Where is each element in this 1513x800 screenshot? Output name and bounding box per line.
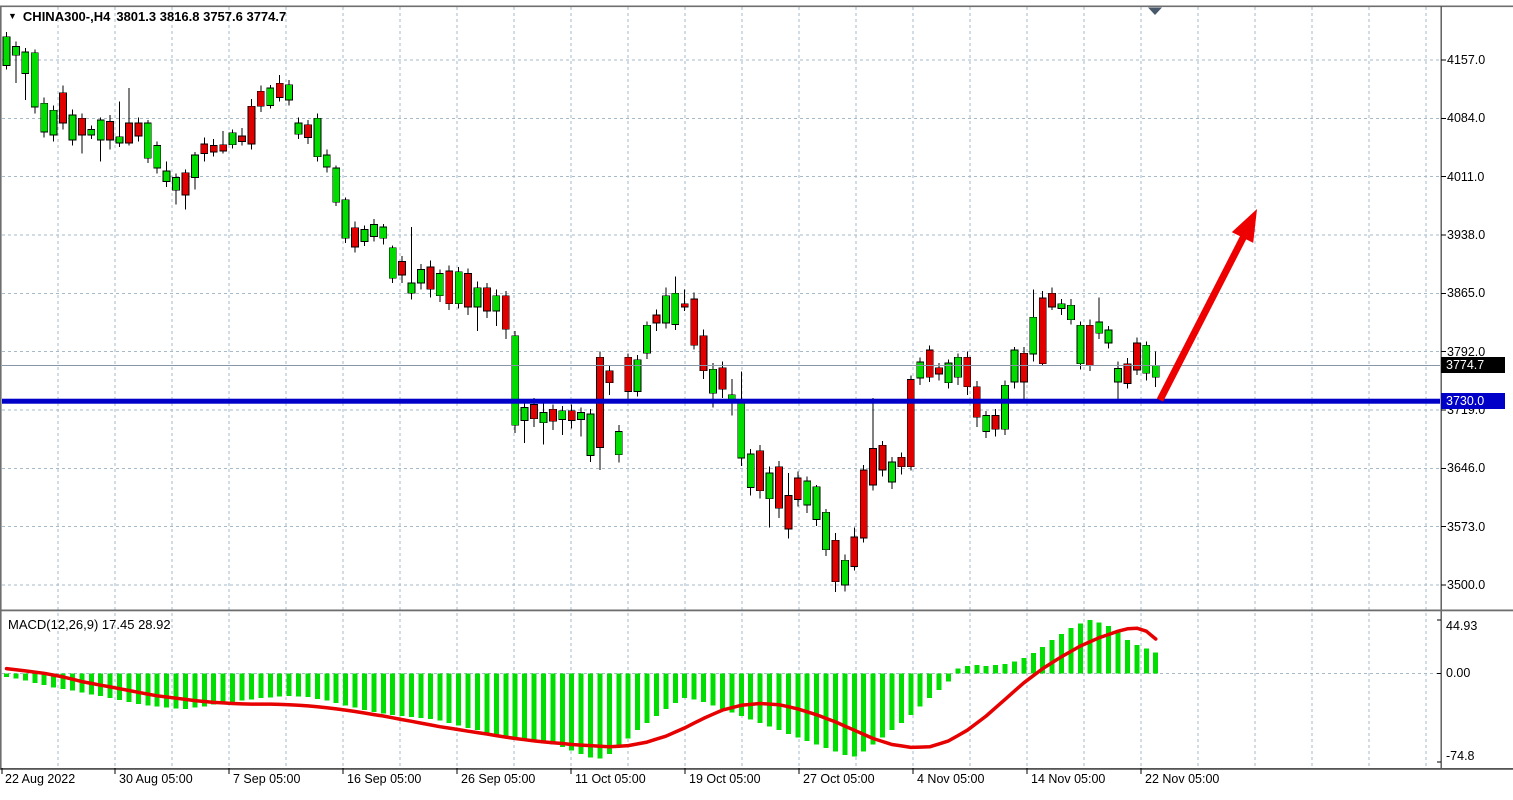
time-axis-label: 7 Sep 05:00 [233, 772, 301, 786]
macd-indicator-label: MACD(12,26,9) 17.45 28.92 [8, 617, 171, 632]
symbol-name: CHINA300-,H4 [22, 9, 111, 24]
support-line[interactable] [2, 398, 1440, 404]
ohlc-readout: 3801.3 3816.8 3757.6 3774.7 [116, 9, 287, 24]
price-axis-label: 4084.0 [1447, 111, 1486, 126]
price-axis-label: 3573.0 [1447, 519, 1486, 534]
macd-axis-label: 44.93 [1446, 619, 1478, 633]
current-price-badge: 3774.7 [1441, 357, 1505, 374]
symbol-title[interactable]: ▼ CHINA300-,H4 3801.3 3816.8 3757.6 3774… [8, 9, 286, 24]
price-axis-label: 4157.0 [1447, 53, 1486, 67]
candles-layer [2, 32, 1160, 593]
time-axis-label: 27 Oct 05:00 [803, 772, 875, 786]
time-axis-label: 14 Nov 05:00 [1031, 772, 1106, 786]
price-axis-label: 3792.0 [1447, 344, 1486, 359]
price-axis-label: 3865.0 [1447, 286, 1486, 301]
chevron-down-icon[interactable]: ▼ [8, 11, 17, 21]
price-axis-label: 4011.0 [1447, 169, 1485, 184]
frame-layer [0, 5, 1513, 774]
time-axis-label: 22 Aug 2022 [5, 772, 76, 786]
macd-layer [4, 620, 1159, 759]
macd-axis-label: 0.00 [1446, 666, 1471, 681]
price-axis-label: 3500.0 [1447, 578, 1486, 592]
time-axis-label: 11 Oct 05:00 [575, 772, 646, 786]
price-axis-label: 3938.0 [1447, 228, 1486, 242]
time-axis-label: 22 Nov 05:00 [1145, 772, 1220, 786]
support-level-badge: 3730.0 [1441, 393, 1505, 410]
horizontal-lines-layer [2, 364, 1440, 404]
time-axis-label: 16 Sep 05:00 [347, 772, 422, 786]
trend-arrow[interactable] [1156, 209, 1257, 402]
time-axis-label: 26 Sep 05:00 [461, 772, 536, 786]
time-axis-label: 4 Nov 05:00 [917, 772, 985, 786]
time-axis-label: 19 Oct 05:00 [689, 772, 761, 786]
macd-signal-line [4, 626, 1158, 750]
last-bar-marker-icon [1148, 7, 1162, 15]
time-axis-label: 30 Aug 05:00 [119, 772, 193, 786]
price-axis-label: 3646.0 [1447, 461, 1486, 476]
macd-axis-label: -74.8 [1446, 749, 1475, 763]
